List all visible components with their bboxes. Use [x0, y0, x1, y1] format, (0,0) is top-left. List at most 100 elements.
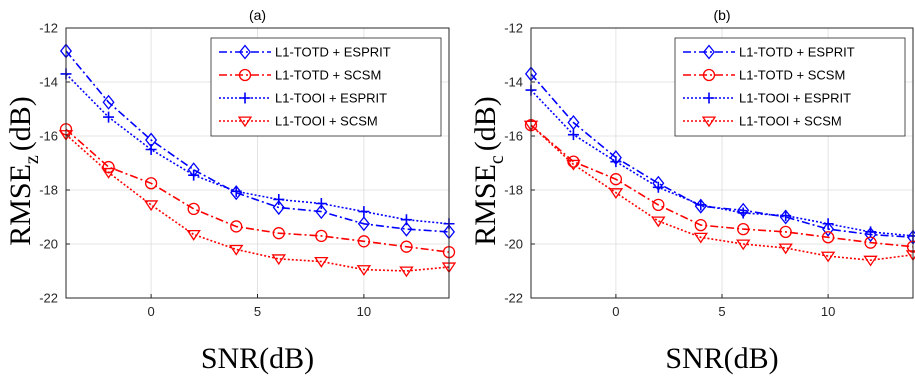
series-line-1 — [65, 50, 450, 233]
x-axis-label: SNR(dB) — [665, 342, 778, 375]
legend-label-1: L1-TOTD + ESPRIT — [739, 45, 855, 60]
data-point — [357, 216, 370, 232]
y-axis-label-subscript: z — [21, 155, 43, 164]
data-point — [780, 210, 792, 222]
data-point — [143, 200, 159, 212]
y-axis-label-unit: (dB) — [4, 96, 37, 151]
data-point — [230, 220, 243, 233]
series-line-2 — [530, 124, 914, 248]
legend-marker-3 — [703, 92, 715, 104]
y-tick-label: -16 — [39, 129, 58, 144]
y-axis-label: RMSEz (dB) — [4, 96, 43, 246]
y-tick-label: -14 — [39, 75, 58, 90]
data-point — [273, 193, 285, 205]
y-tick-label: -20 — [39, 237, 58, 252]
data-point — [567, 129, 579, 141]
data-point — [188, 169, 200, 181]
x-tick-label: 0 — [147, 304, 154, 319]
data-point — [102, 160, 115, 174]
data-point — [737, 207, 749, 219]
series-line-3 — [65, 73, 450, 225]
legend-marker-4 — [701, 116, 717, 128]
data-point — [779, 209, 792, 225]
data-point — [608, 188, 624, 199]
legend-marker-1 — [238, 44, 252, 60]
chart-panel-b: 0 5 10 -12 -14 -16 -18 -20 -22 (b) SNR(dB) RMSEc (dB… — [469, 7, 915, 375]
data-point — [651, 216, 666, 228]
panel-title: (b) — [713, 7, 730, 23]
data-point — [821, 231, 835, 244]
y-axis-label-main: RMSE — [469, 164, 502, 246]
legend-marker-3 — [239, 92, 251, 104]
data-point — [820, 251, 836, 263]
y-tick-label: -18 — [39, 183, 58, 198]
legend: L1-TOTD + ESPRIT L1-TOTD + SCSM L1-TOOI + … — [674, 37, 906, 137]
legend-label-3: L1-TOOI + ESPRIT — [739, 91, 851, 106]
data-point — [652, 181, 664, 193]
data-point — [400, 240, 413, 253]
data-point — [822, 218, 834, 230]
data-point — [187, 202, 200, 216]
data-point — [356, 265, 372, 276]
data-point — [186, 229, 201, 241]
y-axis-label: RMSEc (dB) — [469, 96, 508, 246]
legend-box — [674, 37, 906, 137]
data-point — [230, 185, 243, 201]
x-tick-label: 10 — [357, 304, 371, 319]
data-point — [272, 200, 285, 216]
data-point — [609, 173, 623, 186]
data-point — [610, 156, 622, 168]
legend-label-2: L1-TOTD + SCSM — [739, 68, 845, 83]
legend-label-4: L1-TOOI + SCSM — [275, 114, 378, 129]
data-point — [694, 198, 707, 214]
data-point — [863, 255, 878, 267]
data-point — [567, 114, 580, 131]
data-point — [315, 198, 327, 209]
series-markers-3 — [525, 84, 915, 242]
legend-marker-4 — [237, 116, 253, 128]
y-axis-label-unit: (dB) — [469, 96, 502, 151]
data-point — [778, 243, 793, 255]
data-point — [103, 111, 115, 123]
data-point — [693, 232, 708, 244]
data-point — [865, 226, 877, 238]
y-tick-label: -12 — [504, 21, 523, 36]
data-point — [358, 206, 370, 218]
data-point — [315, 229, 328, 243]
data-point — [230, 185, 242, 197]
y-tick-label: -20 — [504, 237, 523, 252]
x-axis-label: SNR(dB) — [201, 342, 314, 375]
chart-panel-a: 0 5 10 -12 -14 -16 -18 -20 -22 (a) SNR(dB) RMSEz (dB… — [4, 7, 457, 375]
data-point — [101, 167, 116, 179]
y-tick-label: -12 — [39, 21, 58, 36]
data-point — [400, 214, 412, 226]
legend-marker-2 — [238, 68, 252, 82]
data-point — [102, 94, 115, 110]
legend-label-2: L1-TOTD + SCSM — [275, 68, 381, 83]
legend-label-3: L1-TOOI + ESPRIT — [275, 91, 387, 106]
y-axis-label-main: RMSE — [4, 164, 37, 246]
data-point — [652, 198, 665, 212]
series-line-4 — [65, 134, 450, 272]
legend-marker-2 — [702, 68, 716, 82]
data-point — [822, 221, 835, 237]
y-tick-label: -18 — [504, 183, 523, 198]
data-point — [145, 144, 157, 155]
data-point — [736, 239, 751, 251]
data-point — [695, 199, 707, 211]
data-point — [779, 225, 792, 239]
data-point — [357, 235, 371, 248]
y-tick-label: -22 — [39, 291, 58, 306]
panel-title: (a) — [249, 7, 266, 23]
x-tick-label: 5 — [718, 304, 725, 319]
series-markers-4 — [58, 130, 457, 278]
series-line-2 — [65, 128, 450, 253]
data-point — [694, 218, 707, 232]
data-point — [566, 159, 581, 171]
legend-label-1: L1-TOTD + ESPRIT — [275, 45, 391, 60]
legend-marker-1 — [702, 44, 716, 60]
y-tick-label: -22 — [504, 291, 523, 306]
series-line-1 — [530, 73, 914, 239]
data-point — [399, 266, 414, 278]
